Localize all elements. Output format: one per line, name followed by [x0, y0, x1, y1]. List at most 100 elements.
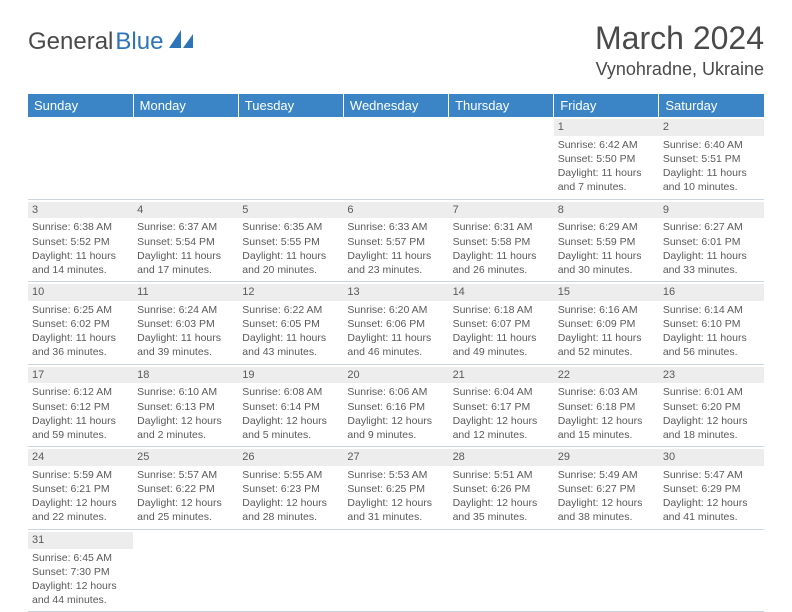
daylight-text: Daylight: 11 hours: [347, 331, 444, 345]
sunset-text: Sunset: 6:03 PM: [137, 317, 234, 331]
daylight-text: Daylight: 12 hours: [558, 414, 655, 428]
day-number: 2: [659, 119, 764, 136]
sunset-text: Sunset: 6:18 PM: [558, 400, 655, 414]
daylight-text: Daylight: 11 hours: [347, 249, 444, 263]
day-number: 3: [28, 202, 133, 219]
sunrise-text: Sunrise: 5:49 AM: [558, 468, 655, 482]
calendar-table: Sunday Monday Tuesday Wednesday Thursday…: [28, 94, 764, 612]
calendar-cell: [449, 117, 554, 199]
daylight-text: Daylight: 12 hours: [663, 414, 760, 428]
daylight-text: and 33 minutes.: [663, 263, 760, 277]
sunset-text: Sunset: 5:50 PM: [558, 152, 655, 166]
calendar-cell: 7Sunrise: 6:31 AMSunset: 5:58 PMDaylight…: [449, 199, 554, 282]
day-number: 14: [449, 284, 554, 301]
sunrise-text: Sunrise: 5:51 AM: [453, 468, 550, 482]
daylight-text: and 17 minutes.: [137, 263, 234, 277]
calendar-cell: 9Sunrise: 6:27 AMSunset: 6:01 PMDaylight…: [659, 199, 764, 282]
day-number: 18: [133, 367, 238, 384]
sunset-text: Sunset: 6:17 PM: [453, 400, 550, 414]
daylight-text: Daylight: 11 hours: [558, 166, 655, 180]
daylight-text: and 35 minutes.: [453, 510, 550, 524]
sail-icon: [169, 30, 195, 55]
daylight-text: and 52 minutes.: [558, 345, 655, 359]
sunset-text: Sunset: 7:30 PM: [32, 565, 129, 579]
sunset-text: Sunset: 6:27 PM: [558, 482, 655, 496]
daylight-text: and 49 minutes.: [453, 345, 550, 359]
sunset-text: Sunset: 5:51 PM: [663, 152, 760, 166]
calendar-cell: [238, 529, 343, 612]
calendar-cell: [449, 529, 554, 612]
daylight-text: and 9 minutes.: [347, 428, 444, 442]
daylight-text: Daylight: 11 hours: [242, 331, 339, 345]
daylight-text: and 18 minutes.: [663, 428, 760, 442]
sunrise-text: Sunrise: 6:45 AM: [32, 551, 129, 565]
day-number: 29: [554, 449, 659, 466]
day-header: Tuesday: [238, 94, 343, 117]
daylight-text: Daylight: 12 hours: [453, 414, 550, 428]
sunset-text: Sunset: 5:52 PM: [32, 235, 129, 249]
calendar-cell: 2 Sunrise: 6:40 AMSunset: 5:51 PMDaylight…: [659, 117, 764, 199]
sunrise-text: Sunrise: 5:59 AM: [32, 468, 129, 482]
daylight-text: and 41 minutes.: [663, 510, 760, 524]
day-number: 9: [659, 202, 764, 219]
sunrise-text: Sunrise: 6:06 AM: [347, 385, 444, 399]
sunset-text: Sunset: 6:25 PM: [347, 482, 444, 496]
calendar-cell: 23Sunrise: 6:01 AMSunset: 6:20 PMDayligh…: [659, 364, 764, 447]
calendar-cell: 4Sunrise: 6:37 AMSunset: 5:54 PMDaylight…: [133, 199, 238, 282]
calendar-week: 31 Sunrise: 6:45 AMSunset: 7:30 PMDayligh…: [28, 529, 764, 612]
calendar-cell: 14Sunrise: 6:18 AMSunset: 6:07 PMDayligh…: [449, 282, 554, 365]
daylight-text: Daylight: 12 hours: [32, 496, 129, 510]
day-number: 17: [28, 367, 133, 384]
sunrise-text: Sunrise: 6:20 AM: [347, 303, 444, 317]
daylight-text: Daylight: 11 hours: [558, 331, 655, 345]
day-number: 31: [28, 532, 133, 549]
calendar-cell: 27Sunrise: 5:53 AMSunset: 6:25 PMDayligh…: [343, 447, 448, 530]
daylight-text: Daylight: 12 hours: [558, 496, 655, 510]
daylight-text: Daylight: 12 hours: [347, 414, 444, 428]
daylight-text: and 7 minutes.: [558, 180, 655, 194]
sunset-text: Sunset: 6:02 PM: [32, 317, 129, 331]
calendar-cell: 25Sunrise: 5:57 AMSunset: 6:22 PMDayligh…: [133, 447, 238, 530]
daylight-text: and 14 minutes.: [32, 263, 129, 277]
calendar-cell: 30Sunrise: 5:47 AMSunset: 6:29 PMDayligh…: [659, 447, 764, 530]
daylight-text: Daylight: 12 hours: [32, 579, 129, 593]
sunset-text: Sunset: 6:29 PM: [663, 482, 760, 496]
sunrise-text: Sunrise: 5:53 AM: [347, 468, 444, 482]
sunset-text: Sunset: 6:01 PM: [663, 235, 760, 249]
calendar-cell: [343, 117, 448, 199]
sunset-text: Sunset: 5:57 PM: [347, 235, 444, 249]
daylight-text: Daylight: 12 hours: [663, 496, 760, 510]
sunset-text: Sunset: 5:59 PM: [558, 235, 655, 249]
location-label: Vynohradne, Ukraine: [595, 59, 764, 80]
sunrise-text: Sunrise: 6:40 AM: [663, 138, 760, 152]
day-number: 4: [133, 202, 238, 219]
calendar-cell: 24Sunrise: 5:59 AMSunset: 6:21 PMDayligh…: [28, 447, 133, 530]
day-number: 1: [554, 119, 659, 136]
sunset-text: Sunset: 6:22 PM: [137, 482, 234, 496]
daylight-text: Daylight: 11 hours: [663, 166, 760, 180]
day-number: 26: [238, 449, 343, 466]
day-number: 15: [554, 284, 659, 301]
day-number: 21: [449, 367, 554, 384]
sunset-text: Sunset: 6:09 PM: [558, 317, 655, 331]
day-number: 22: [554, 367, 659, 384]
sunrise-text: Sunrise: 6:10 AM: [137, 385, 234, 399]
sunset-text: Sunset: 6:16 PM: [347, 400, 444, 414]
daylight-text: and 59 minutes.: [32, 428, 129, 442]
calendar-cell: 31 Sunrise: 6:45 AMSunset: 7:30 PMDayligh…: [28, 529, 133, 612]
daylight-text: Daylight: 11 hours: [663, 331, 760, 345]
calendar-week: 10Sunrise: 6:25 AMSunset: 6:02 PMDayligh…: [28, 282, 764, 365]
calendar-cell: 8Sunrise: 6:29 AMSunset: 5:59 PMDaylight…: [554, 199, 659, 282]
day-header: Sunday: [28, 94, 133, 117]
daylight-text: Daylight: 12 hours: [137, 496, 234, 510]
sunset-text: Sunset: 6:20 PM: [663, 400, 760, 414]
daylight-text: and 28 minutes.: [242, 510, 339, 524]
sunrise-text: Sunrise: 5:47 AM: [663, 468, 760, 482]
day-number: 8: [554, 202, 659, 219]
sunrise-text: Sunrise: 6:31 AM: [453, 220, 550, 234]
sunrise-text: Sunrise: 6:35 AM: [242, 220, 339, 234]
daylight-text: Daylight: 11 hours: [453, 249, 550, 263]
day-number: 11: [133, 284, 238, 301]
sunset-text: Sunset: 6:07 PM: [453, 317, 550, 331]
sunset-text: Sunset: 6:06 PM: [347, 317, 444, 331]
